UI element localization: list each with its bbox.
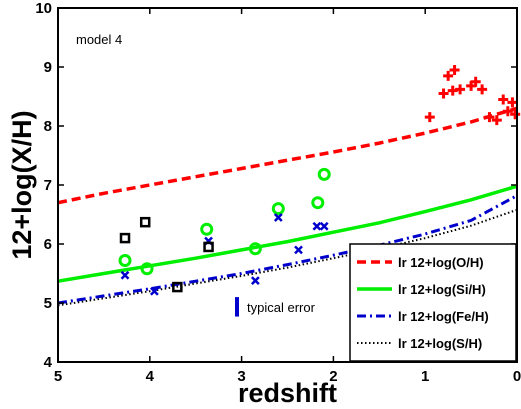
x-tick-label: 0 [513,368,521,385]
x-marker [150,286,159,296]
x-marker [319,221,329,231]
circle-marker [140,262,154,276]
x-tick-label: 2 [329,368,337,385]
plus-marker [510,109,521,120]
circle-marker [311,196,325,210]
y-axis-title: 12+log(X/H) [7,110,37,259]
square-marker [119,232,131,244]
plus-marker [470,76,481,87]
plus-marker [498,94,509,105]
x-tick-label: 4 [146,368,155,385]
x-marker [120,270,130,280]
circle-marker [271,202,285,216]
plus-marker [477,84,488,95]
x-marker [250,276,260,285]
square-marker [172,281,183,293]
y-tick-label: 8 [44,118,52,135]
legend-label-2: lr 12+log(Si/H) [398,282,486,297]
legend: lr 12+log(O/H) lr 12+log(Si/H) lr 12+log(F… [349,243,517,362]
observation-points [118,64,521,296]
y-tick-label: 9 [44,59,52,76]
plus-marker [484,112,495,123]
x-tick-label: 3 [237,368,245,385]
circle-marker [317,167,331,181]
x-marker [312,221,322,231]
series-line-2 [57,184,518,283]
legend-label-3: lr 12+log(Fe/H) [398,309,489,324]
plus-marker [438,88,449,99]
plus-marker [455,84,466,95]
y-tick-label: 4 [44,354,53,371]
x-tick-label: 5 [54,368,62,385]
legend-label-1: lr 12+log(O/H) [398,255,484,270]
y-tick-label: 7 [44,177,52,194]
y-tick-label: 10 [35,0,52,17]
plus-marker [502,106,513,117]
plus-marker [443,70,454,81]
legend-label-4: lr 12+log(S/H) [398,336,482,351]
plus-marker [424,112,435,123]
plus-marker [491,115,502,126]
circle-marker [118,254,132,268]
series-line-4 [57,208,518,307]
model-annotation: model 4 [76,32,122,47]
model-curves [57,106,518,307]
plus-marker [507,97,518,108]
x-marker [273,213,283,222]
circle-marker [200,222,214,236]
x-axis-title: redshift [238,378,337,408]
x-tick-label: 1 [421,368,429,385]
y-tick-label: 5 [44,295,52,312]
x-marker [294,245,303,255]
y-tick-label: 6 [44,236,52,253]
series-line-3 [57,194,518,305]
series-line-1 [57,106,518,205]
square-marker [203,241,214,253]
circle-marker [248,242,262,256]
square-marker [139,216,151,228]
plus-marker [449,64,460,75]
typical-error-label: typical error [247,300,316,315]
